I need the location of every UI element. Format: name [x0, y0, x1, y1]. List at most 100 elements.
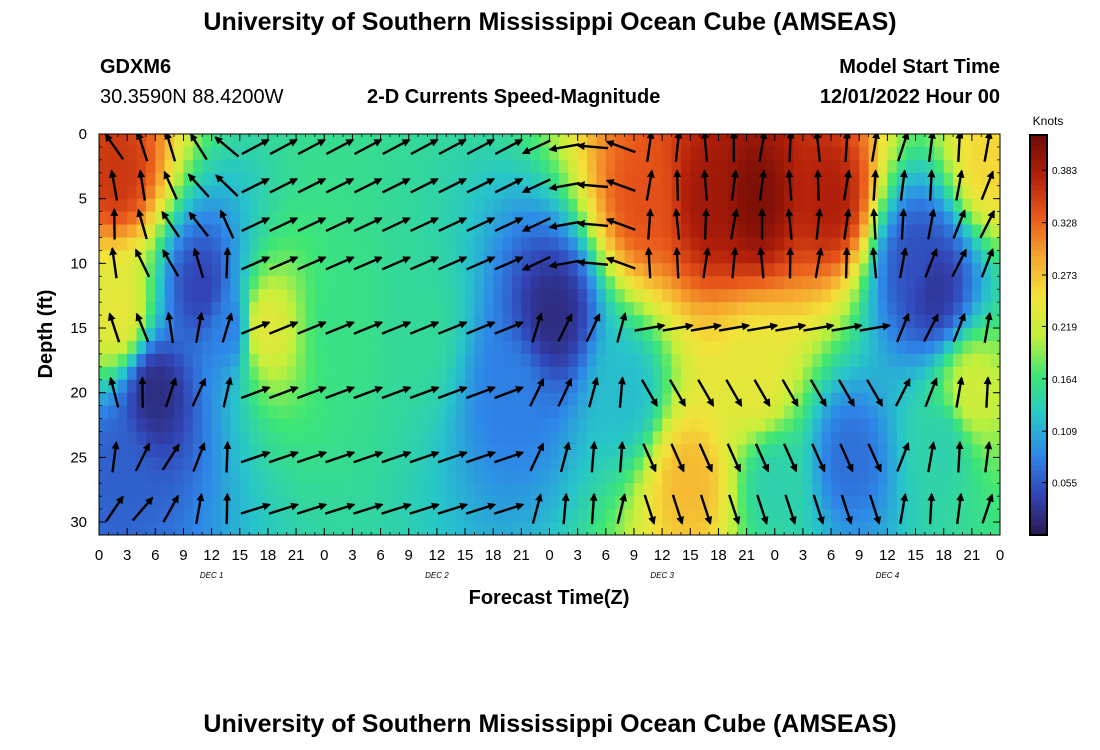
heatmap-cell [99, 366, 109, 381]
heatmap-cell [324, 211, 335, 226]
heatmap-cell [577, 509, 588, 523]
heatmap-cell [145, 211, 156, 226]
heatmap-cell [446, 211, 457, 226]
heatmap-cell [361, 457, 372, 471]
heatmap-cell [774, 483, 785, 497]
current-arrow [758, 169, 768, 201]
heatmap-cell [877, 353, 888, 368]
heatmap-cell [286, 276, 297, 290]
heatmap-cell [530, 418, 541, 433]
colorbar-segment [1030, 135, 1047, 141]
heatmap-cell [127, 444, 138, 458]
heatmap-cell [699, 146, 710, 161]
heatmap-cell [164, 483, 175, 497]
heatmap-cell [624, 302, 635, 316]
heatmap-cell [174, 289, 185, 303]
heatmap-cell [718, 457, 729, 471]
current-arrow [981, 493, 994, 524]
heatmap-cell [558, 315, 569, 329]
current-arrow [409, 386, 440, 400]
heatmap-cell [389, 328, 400, 342]
heatmap-cell [831, 211, 842, 226]
heatmap-cell [192, 392, 203, 407]
heatmap-cell [333, 185, 344, 200]
heatmap-cell [953, 379, 964, 394]
heatmap-cell [924, 328, 935, 342]
heatmap-cell [953, 224, 964, 239]
current-arrow [219, 209, 235, 239]
heatmap-cell [868, 444, 879, 458]
heatmap-cell [615, 211, 626, 226]
heatmap-cell [389, 276, 400, 290]
heatmap-cell [258, 224, 269, 239]
heatmap-cell [877, 366, 888, 381]
current-arrow [842, 134, 851, 162]
heatmap-cell [981, 289, 992, 303]
heatmap-cell [568, 405, 579, 420]
heatmap-cell [418, 457, 429, 471]
heatmap-cell [333, 522, 344, 535]
heatmap-cell [971, 392, 982, 407]
heatmap-cell [343, 457, 354, 471]
heatmap-cell [277, 457, 288, 471]
heatmap-cell [662, 457, 673, 471]
heatmap-cell [286, 509, 297, 523]
heatmap-cell [540, 340, 551, 355]
heatmap-cell [446, 134, 457, 148]
heatmap-cell [305, 483, 316, 497]
heatmap-cell [399, 522, 410, 535]
heatmap-cell [380, 328, 391, 342]
heatmap-cell [831, 276, 842, 290]
heatmap-cell [755, 237, 766, 252]
heatmap-cell [934, 340, 945, 355]
heatmap-cell [906, 146, 917, 161]
heatmap-cell [568, 431, 579, 446]
heatmap-cell [174, 366, 185, 381]
heatmap-cell [408, 315, 419, 329]
heatmap-cell [399, 483, 410, 497]
colorbar-segment [1030, 190, 1047, 196]
colorbar-segment [1030, 315, 1047, 321]
heatmap-cell [662, 289, 673, 303]
heatmap-cell [389, 379, 400, 394]
heatmap-cell [981, 496, 992, 510]
heatmap-cell [389, 405, 400, 420]
heatmap-cell [530, 522, 541, 535]
heatmap-cell [211, 444, 222, 458]
heatmap-cell [389, 250, 400, 264]
heatmap-cell [662, 159, 673, 174]
heatmap-cell [643, 353, 654, 368]
heatmap-cell [343, 366, 354, 381]
heatmap-cell [333, 302, 344, 316]
current-arrow [521, 139, 551, 155]
heatmap-cell [549, 470, 560, 484]
heatmap-cell [746, 263, 757, 277]
heatmap-cell [108, 185, 119, 200]
heatmap-cell [737, 146, 748, 161]
heatmap-cell [174, 470, 185, 484]
heatmap-cell [333, 211, 344, 226]
heatmap-cell [502, 405, 513, 420]
heatmap-cell [361, 198, 372, 213]
heatmap-cell [981, 185, 992, 200]
heatmap-cell [483, 302, 494, 316]
heatmap-cell [455, 418, 466, 433]
heatmap-cell [727, 328, 738, 342]
heatmap-cell [136, 444, 147, 458]
heatmap-cell [324, 483, 335, 497]
heatmap-cell [202, 276, 213, 290]
heatmap-cell [690, 496, 701, 510]
heatmap-cell [596, 198, 607, 213]
heatmap-cell [249, 198, 260, 213]
heatmap-cell [99, 328, 109, 342]
heatmap-cell [737, 379, 748, 394]
heatmap-cell [821, 198, 832, 213]
heatmap-cell [915, 392, 926, 407]
heatmap-cell [296, 276, 307, 290]
current-arrow [521, 217, 551, 232]
current-arrow [465, 450, 497, 464]
heatmap-cell [859, 509, 870, 523]
heatmap-cell [605, 379, 616, 394]
heatmap-cell [211, 509, 222, 523]
heatmap-cell [793, 470, 804, 484]
